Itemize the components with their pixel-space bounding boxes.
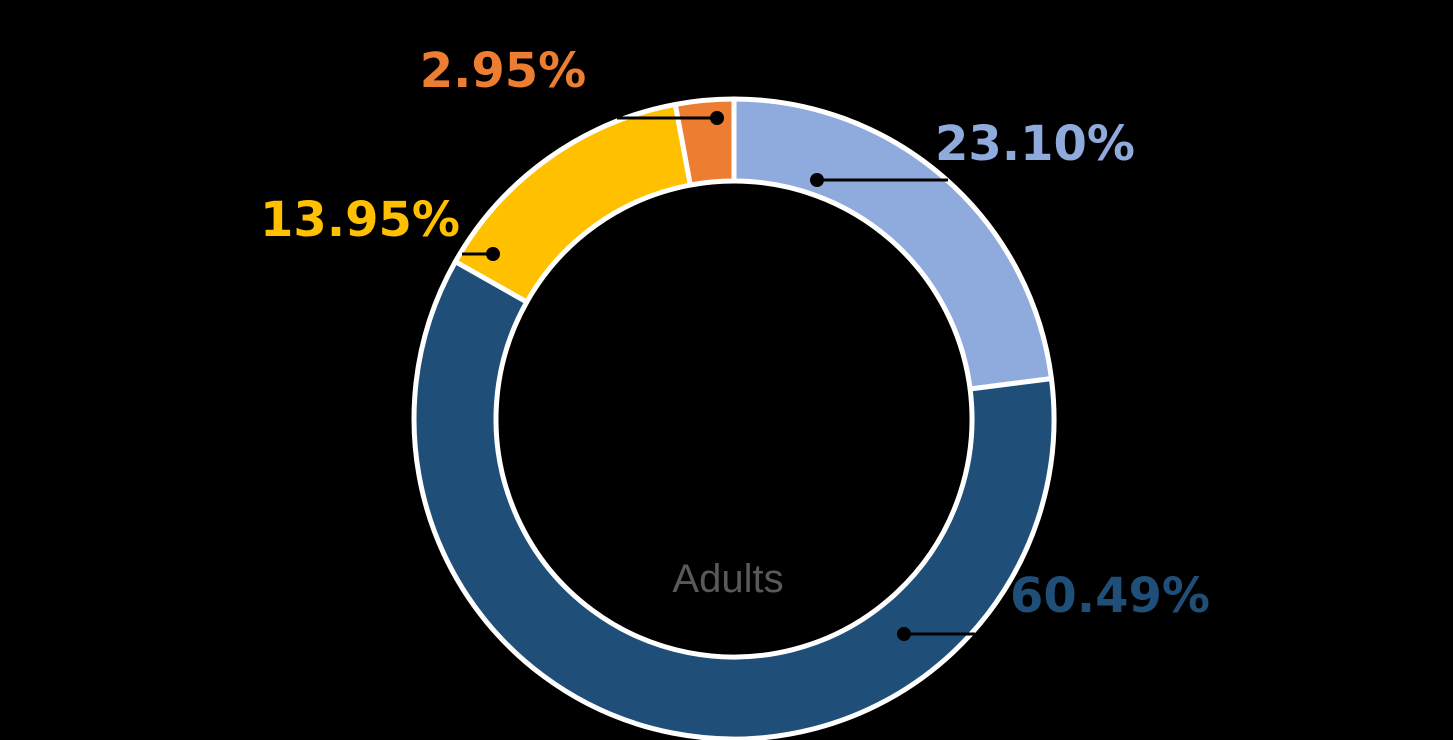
leader-dot-1 <box>810 173 824 187</box>
donut-slice-3 <box>452 101 693 305</box>
data-labels-group: 23.10% 60.49% 13.95% 2.95% <box>260 43 1210 624</box>
data-label-slice-4: 2.95% <box>420 43 587 99</box>
donut-slice-1 <box>731 96 1054 392</box>
leader-dot-3 <box>486 247 500 261</box>
data-label-slice-2: 60.49% <box>1010 568 1210 624</box>
data-label-slice-3: 13.95% <box>260 192 460 248</box>
donut-slice-2 <box>411 259 1057 740</box>
center-label: Adults <box>672 557 783 601</box>
slices-group <box>411 96 1057 740</box>
data-label-slice-1: 23.10% <box>935 116 1135 172</box>
leader-dot-4 <box>710 111 724 125</box>
leader-dot-2 <box>897 627 911 641</box>
leader-lines-group <box>462 111 975 641</box>
